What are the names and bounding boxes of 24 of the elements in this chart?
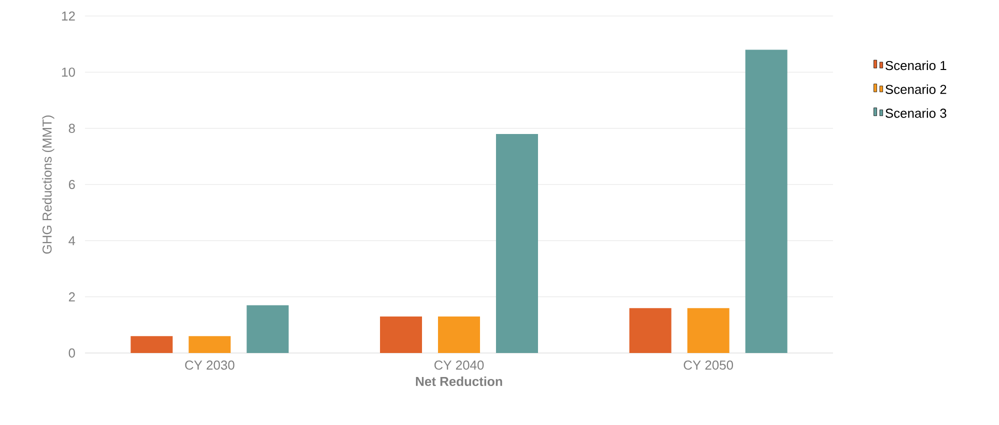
y-tick-label: 2	[68, 292, 75, 302]
legend-label: Scenario 1	[886, 60, 946, 70]
bar	[246, 305, 289, 353]
bar	[687, 308, 730, 353]
legend-label: Scenario 2	[886, 84, 946, 94]
y-tick-label: 4	[68, 236, 76, 246]
y-tick-label: 0	[68, 348, 75, 358]
legend-label: Scenario 3	[886, 108, 946, 118]
x-tick-label: CY 2030	[185, 360, 234, 370]
bar	[629, 308, 672, 353]
bar	[438, 316, 480, 353]
y-tick-label: 12	[62, 11, 75, 21]
y-axis-title: GHG Reductions (MMT)	[42, 116, 54, 254]
y-tick-label: 6	[68, 180, 75, 190]
x-axis-title: Net Reduction	[416, 376, 502, 386]
bar	[496, 134, 538, 353]
bar	[188, 336, 231, 353]
y-tick-label: 10	[62, 68, 75, 77]
bar	[380, 316, 422, 353]
bar	[130, 336, 173, 353]
x-tick-label: CY 2050	[684, 360, 734, 370]
x-tick-label: CY 2040	[434, 360, 484, 370]
bar	[745, 50, 788, 353]
y-tick-label: 8	[68, 124, 75, 133]
